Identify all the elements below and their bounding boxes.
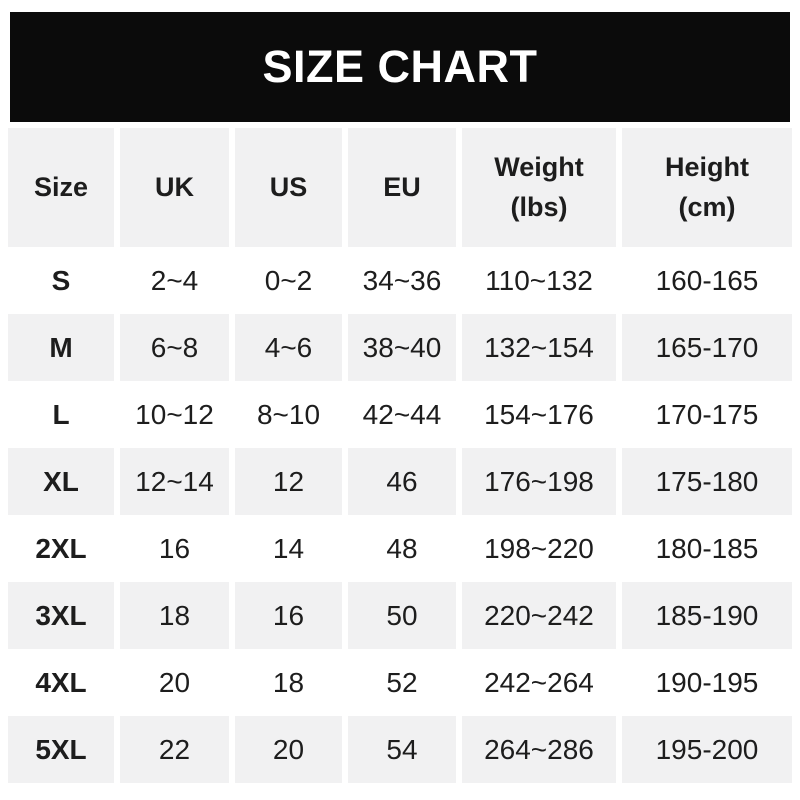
eu-cell: 54 — [348, 716, 456, 783]
weight-cell: 242~264 — [462, 649, 616, 716]
size-cell: L — [8, 381, 114, 448]
height-cell: 165-170 — [622, 314, 792, 381]
size-cell: 2XL — [8, 515, 114, 582]
title-banner: SIZE CHART — [10, 12, 790, 122]
eu-cell: 34~36 — [348, 247, 456, 314]
us-cell: 12 — [235, 448, 342, 515]
column-header-size: Size — [8, 128, 114, 247]
size-cell: 5XL — [8, 716, 114, 783]
size-row-s: S 2~4 0~2 34~36 110~132 160-165 — [8, 247, 792, 314]
uk-cell: 10~12 — [120, 381, 229, 448]
size-row-xl: XL 12~14 12 46 176~198 175-180 — [8, 448, 792, 515]
size-row-5xl: 5XL 22 20 54 264~286 195-200 — [8, 716, 792, 783]
column-header-uk: UK — [120, 128, 229, 247]
size-cell: 3XL — [8, 582, 114, 649]
height-cell: 185-190 — [622, 582, 792, 649]
us-cell: 4~6 — [235, 314, 342, 381]
column-header-height: Height (cm) — [622, 128, 792, 247]
weight-cell: 110~132 — [462, 247, 616, 314]
eu-cell: 38~40 — [348, 314, 456, 381]
uk-cell: 2~4 — [120, 247, 229, 314]
column-header-eu: EU — [348, 128, 456, 247]
eu-cell: 46 — [348, 448, 456, 515]
uk-cell: 16 — [120, 515, 229, 582]
eu-cell: 42~44 — [348, 381, 456, 448]
table-header-row: Size UK US EU Weight (lbs) Height (cm) — [8, 128, 792, 247]
weight-cell: 132~154 — [462, 314, 616, 381]
size-row-2xl: 2XL 16 14 48 198~220 180-185 — [8, 515, 792, 582]
us-cell: 14 — [235, 515, 342, 582]
us-cell: 20 — [235, 716, 342, 783]
size-row-m: M 6~8 4~6 38~40 132~154 165-170 — [8, 314, 792, 381]
chart-title: SIZE CHART — [262, 41, 538, 92]
eu-cell: 52 — [348, 649, 456, 716]
us-cell: 0~2 — [235, 247, 342, 314]
column-header-weight: Weight (lbs) — [462, 128, 616, 247]
weight-cell: 176~198 — [462, 448, 616, 515]
us-cell: 16 — [235, 582, 342, 649]
size-chart-table: Size UK US EU Weight (lbs) Height (cm) S… — [2, 128, 798, 783]
uk-cell: 12~14 — [120, 448, 229, 515]
weight-cell: 154~176 — [462, 381, 616, 448]
uk-cell: 22 — [120, 716, 229, 783]
height-cell: 160-165 — [622, 247, 792, 314]
column-header-us: US — [235, 128, 342, 247]
weight-cell: 198~220 — [462, 515, 616, 582]
height-cell: 175-180 — [622, 448, 792, 515]
height-cell: 180-185 — [622, 515, 792, 582]
weight-cell: 220~242 — [462, 582, 616, 649]
size-cell: 4XL — [8, 649, 114, 716]
size-cell: XL — [8, 448, 114, 515]
size-row-l: L 10~12 8~10 42~44 154~176 170-175 — [8, 381, 792, 448]
eu-cell: 50 — [348, 582, 456, 649]
uk-cell: 20 — [120, 649, 229, 716]
height-cell: 195-200 — [622, 716, 792, 783]
height-cell: 170-175 — [622, 381, 792, 448]
weight-cell: 264~286 — [462, 716, 616, 783]
size-row-4xl: 4XL 20 18 52 242~264 190-195 — [8, 649, 792, 716]
size-cell: M — [8, 314, 114, 381]
us-cell: 8~10 — [235, 381, 342, 448]
size-row-3xl: 3XL 18 16 50 220~242 185-190 — [8, 582, 792, 649]
height-cell: 190-195 — [622, 649, 792, 716]
size-cell: S — [8, 247, 114, 314]
eu-cell: 48 — [348, 515, 456, 582]
uk-cell: 18 — [120, 582, 229, 649]
uk-cell: 6~8 — [120, 314, 229, 381]
us-cell: 18 — [235, 649, 342, 716]
